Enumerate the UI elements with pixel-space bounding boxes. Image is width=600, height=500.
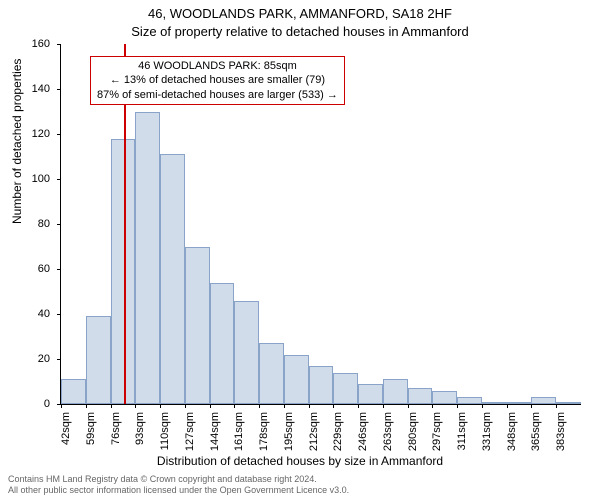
- x-tick-label: 383sqm: [555, 412, 567, 451]
- x-tick-label: 280sqm: [407, 412, 419, 451]
- x-tick-label: 127sqm: [184, 412, 196, 451]
- y-tick-label: 0: [20, 398, 50, 410]
- x-tick-label: 110sqm: [159, 412, 171, 450]
- histogram-bar: [432, 391, 457, 405]
- x-tick-label: 212sqm: [308, 412, 320, 451]
- y-tick-label: 140: [20, 83, 50, 95]
- x-tick-label: 365sqm: [530, 412, 542, 451]
- histogram-bar: [457, 397, 482, 404]
- histogram-bar: [284, 355, 309, 405]
- histogram-bar: [160, 154, 185, 404]
- x-tick-label: 246sqm: [357, 412, 369, 451]
- histogram-bar: [507, 402, 532, 404]
- annotation-line: 46 WOODLANDS PARK: 85sqm: [97, 59, 338, 73]
- y-tick-label: 80: [20, 218, 50, 230]
- histogram-bar: [86, 316, 111, 404]
- x-tick-label: 59sqm: [85, 412, 97, 445]
- x-tick-label: 331sqm: [481, 412, 493, 451]
- footer-attribution: Contains HM Land Registry data © Crown c…: [8, 474, 349, 496]
- x-tick-label: 348sqm: [506, 412, 518, 451]
- x-tick-label: 144sqm: [209, 412, 221, 451]
- histogram-bar: [185, 247, 210, 405]
- x-tick-label: 76sqm: [110, 412, 122, 445]
- x-axis-label: Distribution of detached houses by size …: [0, 454, 600, 468]
- histogram-bar: [531, 397, 556, 404]
- annotation-line: 87% of semi-detached houses are larger (…: [97, 88, 338, 102]
- chart-title-line2: Size of property relative to detached ho…: [0, 24, 600, 39]
- histogram-bar: [482, 402, 507, 404]
- histogram-bar: [408, 388, 433, 404]
- y-tick-label: 40: [20, 308, 50, 320]
- x-tick-label: 311sqm: [456, 412, 468, 450]
- histogram-bar: [61, 379, 86, 404]
- x-tick-label: 42sqm: [60, 412, 72, 445]
- x-tick-label: 229sqm: [332, 412, 344, 451]
- histogram-bar: [210, 283, 235, 405]
- footer-line: All other public sector information lice…: [8, 485, 349, 496]
- x-tick-label: 178sqm: [258, 412, 270, 451]
- annotation-box: 46 WOODLANDS PARK: 85sqm← 13% of detache…: [90, 56, 345, 105]
- x-tick-label: 297sqm: [431, 412, 443, 451]
- histogram-bar: [309, 366, 334, 404]
- chart-container: 46, WOODLANDS PARK, AMMANFORD, SA18 2HF …: [0, 0, 600, 500]
- histogram-bar: [358, 384, 383, 404]
- histogram-bar: [259, 343, 284, 404]
- annotation-line: ← 13% of detached houses are smaller (79…: [97, 73, 338, 87]
- x-tick-label: 161sqm: [233, 412, 245, 451]
- chart-title-line1: 46, WOODLANDS PARK, AMMANFORD, SA18 2HF: [0, 6, 600, 21]
- histogram-bar: [333, 373, 358, 405]
- histogram-bar: [234, 301, 259, 405]
- histogram-bar: [383, 379, 408, 404]
- x-tick-label: 263sqm: [382, 412, 394, 451]
- histogram-bar: [135, 112, 160, 405]
- y-tick-label: 60: [20, 263, 50, 275]
- y-tick-label: 20: [20, 353, 50, 365]
- y-tick-label: 160: [20, 38, 50, 50]
- y-tick-label: 100: [20, 173, 50, 185]
- histogram-bar: [556, 402, 581, 404]
- x-tick-label: 93sqm: [134, 412, 146, 445]
- footer-line: Contains HM Land Registry data © Crown c…: [8, 474, 349, 485]
- x-tick-label: 195sqm: [283, 412, 295, 451]
- y-tick-label: 120: [20, 128, 50, 140]
